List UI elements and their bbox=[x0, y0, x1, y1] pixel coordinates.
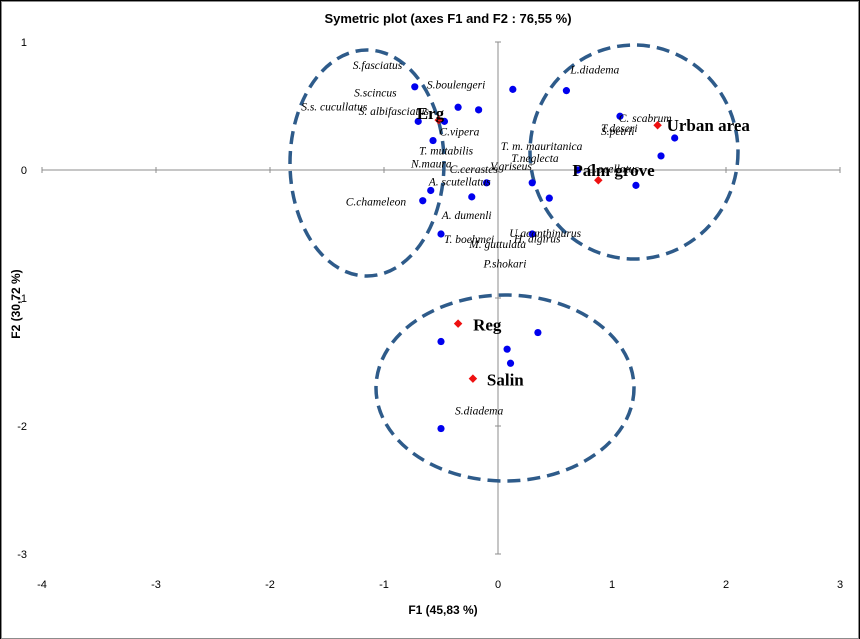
cluster-ellipse bbox=[374, 293, 636, 483]
species-point-s-albifasciatus bbox=[475, 106, 483, 114]
species-point-v-griseus bbox=[528, 179, 536, 187]
x-tick-label: 1 bbox=[609, 579, 615, 591]
species-point-s-s-cucullatus bbox=[414, 117, 422, 125]
species-point-s-diadema bbox=[437, 424, 445, 433]
species-label-s-albifasciatus: S. albifasciatus bbox=[359, 106, 430, 118]
species-point-s-boulengeri bbox=[509, 85, 517, 93]
species-label-p-shokari: P.shokari bbox=[483, 258, 527, 270]
x-axis-title: F1 (45,83 %) bbox=[408, 603, 477, 617]
species-label-s-boulengeri: S.boulengeri bbox=[427, 79, 485, 91]
axes: -4 -3 -2 -1 0 1 2 3 1 0 -1 -2 -3 bbox=[17, 37, 843, 591]
species-label-t-deseri: T.deseri bbox=[601, 123, 638, 135]
species-point-c-ocellatus bbox=[632, 181, 640, 189]
species-label-t-mutabilis: T. mutabilis bbox=[419, 146, 474, 158]
species-point-t-neglecta bbox=[545, 194, 553, 202]
species-label-c-chameleon: C.chameleon bbox=[346, 197, 407, 209]
species-label-c-ocellatus: C.ocellatus bbox=[587, 163, 640, 175]
species-label-l-diadema: L.diadema bbox=[569, 65, 619, 77]
species-label-t-boehmei: T. boehmei bbox=[444, 234, 494, 246]
species-point-a-scutellatus bbox=[427, 186, 435, 195]
species-point-t-mutabilis bbox=[429, 136, 437, 145]
x-tick-label: 0 bbox=[495, 579, 501, 591]
habitat-label-salin: Salin bbox=[487, 371, 524, 390]
species-point-s-petrii bbox=[616, 112, 624, 120]
species-label-s-scincus: S.scincus bbox=[354, 87, 397, 99]
species-point-c-vipera bbox=[440, 117, 449, 125]
species-label-m-guttulata: M. guttulata bbox=[468, 239, 526, 251]
x-tick-label: 3 bbox=[837, 579, 843, 591]
y-axis-title: F2 (30,72 %) bbox=[9, 269, 23, 338]
x-tick-label: -4 bbox=[37, 579, 47, 591]
species-label-c-vipera: C.vipera bbox=[439, 126, 479, 138]
x-tick-label: -3 bbox=[151, 579, 161, 591]
species-point-c-scabrum bbox=[671, 134, 679, 142]
species-label-a-dumenli: A. dumenli bbox=[441, 210, 492, 222]
x-tick-label: -2 bbox=[265, 579, 275, 591]
y-tick-label: 0 bbox=[21, 165, 27, 177]
species-point-c-cerastes bbox=[483, 179, 491, 187]
species-point-s-fasciatus bbox=[411, 83, 419, 91]
habitat-label-erg: Erg bbox=[417, 104, 445, 123]
species-point-t-boehmei bbox=[437, 230, 445, 238]
habitat-label-urban-area: Urban area bbox=[667, 116, 751, 135]
y-tick-label: -3 bbox=[17, 549, 27, 561]
species-point-h-algirus bbox=[534, 328, 542, 337]
species-label-s-diadema: S.diadema bbox=[455, 406, 503, 418]
species-label-n-maura: N.maura bbox=[410, 159, 452, 171]
species-point-l-diadema bbox=[562, 87, 571, 95]
habitat-point-salin bbox=[468, 374, 478, 383]
species-label-s-s-cucullatus: S.s. cucullatus bbox=[301, 101, 368, 113]
x-tick-label: 2 bbox=[723, 579, 729, 591]
y-tick-label: -2 bbox=[17, 421, 27, 433]
cluster-ellipse bbox=[528, 43, 740, 261]
species-label-s-fasciatus: S.fasciatus bbox=[353, 60, 403, 72]
x-tick-label: -1 bbox=[379, 579, 389, 591]
species-label-s-petrii: S.petrii bbox=[601, 126, 635, 138]
y-tick-label: 1 bbox=[21, 37, 27, 49]
species-label-c-scabrum: C. scabrum bbox=[619, 113, 672, 125]
habitat-point-reg bbox=[453, 319, 463, 328]
y-tick-label: -1 bbox=[17, 293, 27, 305]
cluster-ellipses bbox=[288, 43, 740, 483]
point-labels: Erg Urban area Palm grove Reg Salin S.fasciat… bbox=[301, 60, 750, 418]
cluster-ellipse bbox=[288, 48, 446, 278]
species-point-n-maura bbox=[437, 337, 445, 346]
species-label-c-cerastes: C.cerastes bbox=[450, 164, 499, 176]
species-point-a-dumenli bbox=[468, 193, 476, 201]
species-label-a-scutellatus: A. scutellatus bbox=[428, 176, 491, 188]
species-label-t-m-mauritanica: T. m. mauritanica bbox=[501, 141, 583, 153]
species-point-m-guttulata bbox=[503, 345, 511, 353]
species-point-t-deseri bbox=[657, 152, 665, 160]
species-label-t-neglecta: T.neglecta bbox=[511, 153, 559, 165]
habitat-point-erg bbox=[434, 115, 443, 125]
species-point-u-acanthinurus bbox=[528, 230, 536, 238]
species-point-p-shokari bbox=[506, 359, 515, 367]
chart-title: Symetric plot (axes F1 and F2 : 76,55 %) bbox=[324, 11, 571, 26]
habitat-label-palm-grove: Palm grove bbox=[572, 161, 655, 180]
species-point-t-m-mauritanica bbox=[574, 166, 582, 174]
species-label-v-griseus: V.griseus bbox=[490, 161, 532, 173]
species-point-s-scincus bbox=[454, 103, 462, 111]
species-point-c-chameleon bbox=[419, 197, 427, 205]
species-label-h-algirus: H. algirus bbox=[513, 234, 561, 246]
species-label-u-acanthinurus: U.acanthinurus bbox=[509, 228, 581, 240]
habitat-label-reg: Reg bbox=[473, 316, 502, 335]
